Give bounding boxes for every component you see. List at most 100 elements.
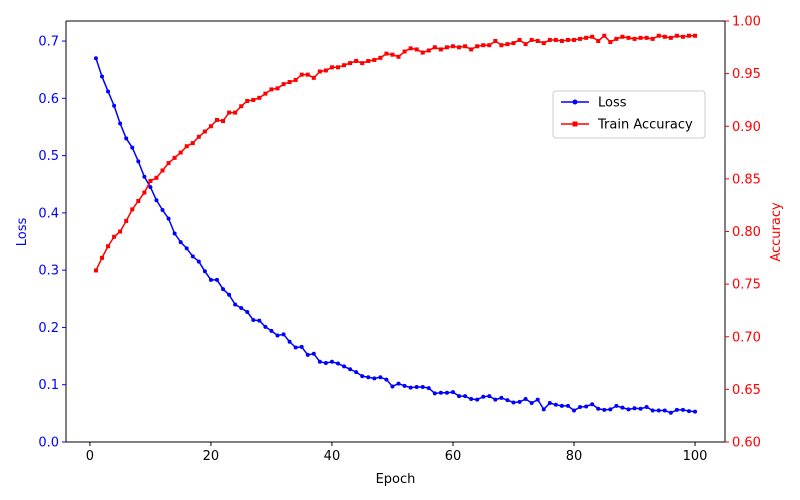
train-accuracy-point <box>263 91 268 96</box>
loss-point <box>275 333 280 338</box>
train-accuracy-point <box>553 37 558 42</box>
train-accuracy-point <box>100 255 105 260</box>
x-tick-label: 40 <box>324 449 341 464</box>
train-accuracy-point <box>166 161 171 166</box>
train-accuracy-point <box>450 44 455 49</box>
train-accuracy-point <box>190 141 195 146</box>
loss-point <box>559 403 564 408</box>
left-y-tick-label: 0.2 <box>38 321 59 336</box>
loss-point <box>214 277 219 282</box>
loss-point <box>263 324 268 329</box>
left-y-axis-ticks: 0.0 0.1 0.2 0.3 0.4 0.5 0.6 0.7 <box>38 35 66 451</box>
loss-point <box>693 409 698 414</box>
loss-point <box>553 402 558 407</box>
train-accuracy-point <box>432 45 437 50</box>
loss-point <box>305 352 310 357</box>
right-y-tick-label: 0.70 <box>732 330 761 345</box>
train-accuracy-point <box>366 58 371 63</box>
loss-point <box>396 381 401 386</box>
loss-point <box>299 344 304 349</box>
train-accuracy-point <box>251 97 256 102</box>
train-accuracy-point <box>257 95 262 100</box>
train-accuracy-point <box>511 41 516 46</box>
loss-point <box>257 318 262 323</box>
loss-point <box>190 254 195 259</box>
loss-point <box>154 198 159 203</box>
train-accuracy-point <box>620 34 625 39</box>
train-accuracy-point <box>305 72 310 77</box>
loss-line <box>95 57 696 414</box>
legend: Loss Train Accuracy <box>552 90 706 139</box>
loss-point <box>178 240 183 245</box>
train-accuracy-point <box>656 33 661 38</box>
train-accuracy-point <box>444 45 449 50</box>
loss-point <box>686 409 691 414</box>
train-accuracy-point <box>142 190 147 195</box>
loss-point <box>590 402 595 407</box>
loss-point <box>638 406 643 411</box>
right-y-tick-label: 1.00 <box>732 15 761 30</box>
train-accuracy-point <box>202 129 207 134</box>
loss-point <box>390 384 395 389</box>
train-accuracy-point <box>214 117 219 122</box>
loss-point <box>372 376 377 381</box>
train-accuracy-point <box>311 75 316 80</box>
loss-point <box>378 375 383 380</box>
loss-point <box>529 401 534 406</box>
loss-point <box>366 375 371 380</box>
loss-point <box>505 398 510 403</box>
train-accuracy-point <box>547 37 552 42</box>
right-y-tick-label: 0.90 <box>732 120 761 135</box>
left-y-axis-label: Loss <box>15 218 30 247</box>
train-accuracy-point <box>469 47 474 52</box>
loss-point <box>402 383 407 388</box>
left-y-tick-label: 0.7 <box>38 35 59 50</box>
train-accuracy-point <box>275 86 280 91</box>
loss-point <box>662 408 667 413</box>
train-accuracy-point <box>281 82 286 87</box>
loss-point <box>535 397 540 402</box>
train-accuracy-point <box>686 33 691 38</box>
train-accuracy-point <box>402 49 407 54</box>
loss-point <box>124 136 129 141</box>
loss-point <box>620 405 625 410</box>
train-accuracy-point <box>336 65 341 70</box>
loss-point <box>674 407 679 412</box>
left-y-tick-label: 0.3 <box>38 264 59 279</box>
train-accuracy-point <box>372 57 377 62</box>
train-accuracy-point <box>505 42 510 47</box>
train-accuracy-point <box>154 175 159 180</box>
legend-box <box>552 90 706 139</box>
train-accuracy-point <box>487 43 492 48</box>
loss-point <box>584 404 589 409</box>
train-accuracy-point <box>148 178 153 183</box>
left-y-tick-label: 0.4 <box>38 206 59 221</box>
loss-point <box>118 121 123 126</box>
train-accuracy-point <box>408 46 413 51</box>
loss-point <box>656 408 661 413</box>
train-accuracy-point <box>644 35 649 40</box>
loss-point <box>469 397 474 402</box>
train-accuracy-point <box>196 134 201 139</box>
train-accuracy-point <box>208 124 213 129</box>
train-accuracy-point <box>269 87 274 92</box>
loss-point <box>626 407 631 412</box>
loss-point <box>166 216 171 221</box>
x-tick-label: 80 <box>566 449 583 464</box>
train-accuracy-point <box>614 36 619 41</box>
train-accuracy-point <box>541 41 546 46</box>
train-accuracy-point <box>565 37 570 42</box>
train-accuracy-point <box>638 35 643 40</box>
loss-point <box>142 174 147 179</box>
train-accuracy-point <box>136 198 141 203</box>
loss-point <box>608 407 613 412</box>
train-accuracy-point <box>172 155 177 160</box>
loss-point <box>644 405 649 410</box>
loss-point <box>517 399 522 404</box>
right-y-tick-label: 0.65 <box>732 383 761 398</box>
loss-point <box>348 367 353 372</box>
train-accuracy-point <box>112 234 117 239</box>
train-accuracy-point <box>572 37 577 42</box>
loss-point <box>668 410 673 415</box>
